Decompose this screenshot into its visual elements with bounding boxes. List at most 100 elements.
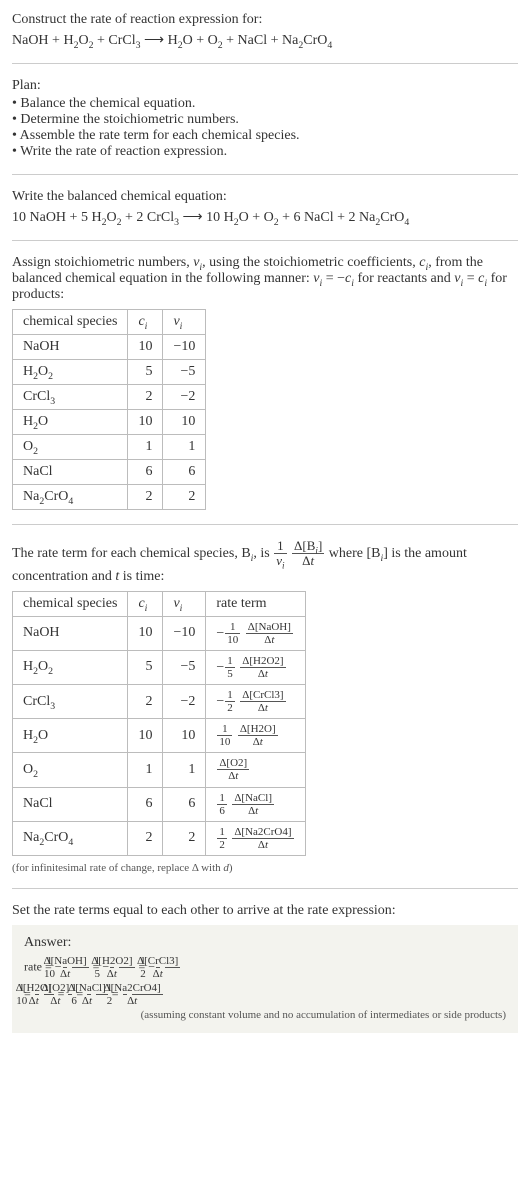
frac-den: νi: [274, 554, 286, 568]
table-row: NaCl66: [13, 460, 206, 485]
answer-note: (assuming constant volume and no accumul…: [24, 1009, 506, 1021]
v-cell: 6: [163, 460, 206, 485]
table-row: NaOH10−10: [13, 335, 206, 360]
species-cell: H2O2: [13, 360, 128, 385]
v-cell: −10: [163, 335, 206, 360]
table-row: H2O1010: [13, 410, 206, 435]
table-header-row: chemical species ci νi: [13, 310, 206, 335]
table-row: H2O25−5: [13, 360, 206, 385]
frac-num: Δ[Bi]: [292, 539, 324, 554]
v-cell: −5: [163, 360, 206, 385]
species-cell: H2O: [13, 719, 128, 753]
species-cell: NaOH: [13, 616, 128, 650]
frac-den: Δt: [292, 554, 324, 568]
infinitesimal-note: (for infinitesimal rate of change, repla…: [12, 862, 518, 874]
col-header: rate term: [206, 591, 305, 616]
c-cell: 2: [128, 485, 163, 510]
c-cell: 6: [128, 787, 163, 821]
col-header: νi: [163, 310, 206, 335]
v-cell: 2: [163, 821, 206, 855]
c-cell: 2: [128, 385, 163, 410]
divider: [12, 240, 518, 241]
assign-text: Assign stoichiometric numbers, νi, using…: [12, 255, 518, 303]
v-cell: 1: [163, 435, 206, 460]
v-cell: 10: [163, 410, 206, 435]
table-row: Na2CrO42212 Δ[Na2CrO4]Δt: [13, 821, 306, 855]
table-row: H2O25−5−15 Δ[H2O2]Δt: [13, 650, 306, 684]
table-row: Na2CrO422: [13, 485, 206, 510]
frac-num: 1: [274, 539, 286, 554]
answer-box: Answer: rate = −110 Δ[NaOH]Δt = −15 Δ[H2…: [12, 925, 518, 1033]
col-header: chemical species: [13, 591, 128, 616]
intro-title: Construct the rate of reaction expressio…: [12, 12, 518, 28]
col-header: νi: [163, 591, 206, 616]
c-cell: 10: [128, 616, 163, 650]
answer-label: Answer:: [24, 935, 506, 951]
species-cell: NaCl: [13, 460, 128, 485]
v-cell: 10: [163, 719, 206, 753]
plan-item: Balance the chemical equation.: [12, 96, 518, 112]
rate-term-cell: −110 Δ[NaOH]Δt: [206, 616, 305, 650]
divider: [12, 63, 518, 64]
c-cell: 10: [128, 335, 163, 360]
rate-term-intro: The rate term for each chemical species,…: [12, 539, 518, 585]
rate-term-cell: −15 Δ[H2O2]Δt: [206, 650, 305, 684]
c-cell: 5: [128, 650, 163, 684]
c-cell: 5: [128, 360, 163, 385]
table-row: NaCl6616 Δ[NaCl]Δt: [13, 787, 306, 821]
answer-line-1: rate = −110 Δ[NaOH]Δt = −15 Δ[H2O2]Δt = …: [24, 955, 506, 980]
rate-intro-pre: The rate term for each chemical species,…: [12, 546, 273, 561]
plan-list: Balance the chemical equation. Determine…: [12, 96, 518, 160]
rate-intro-frac2: Δ[Bi] Δt: [292, 539, 324, 569]
v-cell: −5: [163, 650, 206, 684]
col-header: chemical species: [13, 310, 128, 335]
v-cell: −2: [163, 684, 206, 718]
plan-label: Plan:: [12, 78, 518, 94]
rate-term-cell: 12 Δ[Na2CrO4]Δt: [206, 821, 305, 855]
table-row: CrCl32−2−12 Δ[CrCl3]Δt: [13, 684, 306, 718]
v-cell: 1: [163, 753, 206, 787]
species-cell: Na2CrO4: [13, 485, 128, 510]
species-cell: H2O: [13, 410, 128, 435]
intro-equation: NaOH + H2O2 + CrCl3 ⟶ H2O + O2 + NaCl + …: [12, 32, 518, 49]
plan-item: Determine the stoichiometric numbers.: [12, 112, 518, 128]
rate-term-cell: 110 Δ[H2O]Δt: [206, 719, 305, 753]
species-cell: NaCl: [13, 787, 128, 821]
species-cell: O2: [13, 435, 128, 460]
coefficients-table: chemical species ci νi NaOH10−10 H2O25−5…: [12, 309, 206, 510]
v-cell: −10: [163, 616, 206, 650]
balanced-label: Write the balanced chemical equation:: [12, 189, 518, 205]
table-row: CrCl32−2: [13, 385, 206, 410]
rate-intro-frac1: 1 νi: [274, 539, 286, 569]
set-equal-text: Set the rate terms equal to each other t…: [12, 903, 518, 919]
c-cell: 1: [128, 435, 163, 460]
table-header-row: chemical species ci νi rate term: [13, 591, 306, 616]
rate-terms-table: chemical species ci νi rate term NaOH10−…: [12, 591, 306, 856]
c-cell: 10: [128, 410, 163, 435]
answer-line-2: = 110 Δ[H2O]Δt = Δ[O2]Δt = 16 Δ[NaCl]Δt …: [24, 982, 506, 1007]
species-cell: CrCl3: [13, 684, 128, 718]
plan-item: Assemble the rate term for each chemical…: [12, 128, 518, 144]
c-cell: 6: [128, 460, 163, 485]
c-cell: 1: [128, 753, 163, 787]
rate-term-cell: −12 Δ[CrCl3]Δt: [206, 684, 305, 718]
c-cell: 10: [128, 719, 163, 753]
v-cell: 6: [163, 787, 206, 821]
divider: [12, 524, 518, 525]
divider: [12, 174, 518, 175]
species-cell: O2: [13, 753, 128, 787]
divider: [12, 888, 518, 889]
balanced-equation: 10 NaOH + 5 H2O2 + 2 CrCl3 ⟶ 10 H2O + O2…: [12, 209, 518, 226]
species-cell: Na2CrO4: [13, 821, 128, 855]
plan-item: Write the rate of reaction expression.: [12, 144, 518, 160]
table-row: O211Δ[O2]Δt: [13, 753, 306, 787]
col-header: ci: [128, 591, 163, 616]
rate-term-cell: Δ[O2]Δt: [206, 753, 305, 787]
c-cell: 2: [128, 821, 163, 855]
species-cell: H2O2: [13, 650, 128, 684]
rate-term-cell: 16 Δ[NaCl]Δt: [206, 787, 305, 821]
species-cell: NaOH: [13, 335, 128, 360]
v-cell: −2: [163, 385, 206, 410]
col-header: ci: [128, 310, 163, 335]
v-cell: 2: [163, 485, 206, 510]
